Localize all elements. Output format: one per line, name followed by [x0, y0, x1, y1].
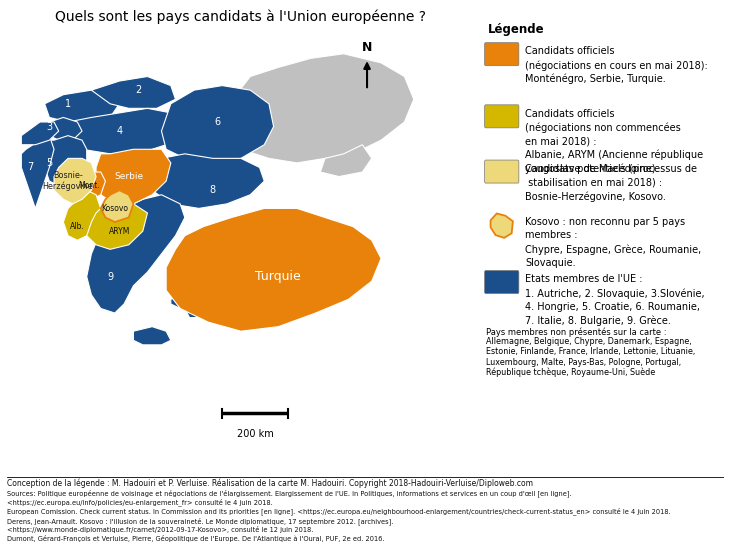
Polygon shape [161, 85, 274, 163]
Text: Etats membres de l'UE :: Etats membres de l'UE : [526, 274, 643, 284]
Text: en mai 2018) :: en mai 2018) : [526, 136, 597, 146]
Text: Mont.: Mont. [78, 181, 100, 190]
Text: 4: 4 [116, 126, 123, 136]
Text: 200 km: 200 km [237, 429, 273, 439]
Text: Derens, Jean-Arnault. Kosovo : l'illusion de la souveraineté. Le Monde diplomati: Derens, Jean-Arnault. Kosovo : l'illusio… [7, 517, 393, 524]
Text: Quels sont les pays candidats à l'Union européenne ?: Quels sont les pays candidats à l'Union … [55, 10, 426, 24]
Text: Allemagne, Belgique, Chypre, Danemark, Espagne,: Allemagne, Belgique, Chypre, Danemark, E… [485, 337, 691, 346]
Text: Légende: Légende [488, 24, 545, 36]
Polygon shape [147, 154, 264, 208]
Polygon shape [491, 214, 513, 238]
Polygon shape [91, 77, 175, 109]
Text: Candidats officiels: Candidats officiels [526, 109, 615, 118]
Polygon shape [21, 136, 54, 208]
Text: 7. Italie, 8. Bulgarie, 9. Grèce.: 7. Italie, 8. Bulgarie, 9. Grèce. [526, 316, 671, 326]
Text: 9: 9 [107, 272, 113, 282]
Text: Sources: Politique européenne de voisinage et négociations de l'élargissement. E: Sources: Politique européenne de voisina… [7, 489, 572, 496]
Text: 8: 8 [210, 185, 216, 195]
Text: membres :: membres : [526, 231, 578, 241]
Text: yougoslave de Macédoine).: yougoslave de Macédoine). [526, 164, 658, 174]
Polygon shape [87, 195, 185, 313]
Text: 1: 1 [65, 99, 71, 109]
Text: Estonie, Finlande, France, Irlande, Lettonie, Lituanie,: Estonie, Finlande, France, Irlande, Lett… [485, 347, 695, 356]
Polygon shape [227, 54, 414, 163]
Text: République tchèque, Royaume-Uni, Suède: République tchèque, Royaume-Uni, Suède [485, 368, 655, 377]
Text: 6: 6 [215, 117, 220, 127]
Text: Dumont, Gérard-François et Verluise, Pierre, Géopolitique de l'Europe. De l'Atla: Dumont, Gérard-François et Verluise, Pie… [7, 535, 385, 543]
Text: Turquie: Turquie [255, 270, 301, 283]
FancyBboxPatch shape [485, 105, 519, 128]
Text: Albanie, ARYM (Ancienne république: Albanie, ARYM (Ancienne république [526, 150, 704, 161]
Polygon shape [58, 109, 175, 154]
Text: stabilisation en mai 2018) :: stabilisation en mai 2018) : [526, 178, 662, 187]
Polygon shape [134, 327, 171, 345]
Text: <https://ec.europa.eu/info/policies/eu-enlargement_fr> consulté le 4 juin 2018.: <https://ec.europa.eu/info/policies/eu-e… [7, 498, 273, 506]
Text: Kosovo : non reconnu par 5 pays: Kosovo : non reconnu par 5 pays [526, 216, 685, 227]
Text: Pays membres non présentés sur la carte :: Pays membres non présentés sur la carte … [485, 327, 666, 336]
Text: ARYM: ARYM [109, 227, 130, 236]
Text: Kosovo: Kosovo [101, 204, 128, 213]
Text: 4. Hongrie, 5. Croatie, 6. Roumanie,: 4. Hongrie, 5. Croatie, 6. Roumanie, [526, 302, 700, 312]
Text: Bosnie-
Herzégovine: Bosnie- Herzégovine [43, 171, 93, 191]
Text: European Comission. Check current status. In Commission and its priorities [en l: European Comission. Check current status… [7, 507, 671, 515]
Text: 1. Autriche, 2. Slovaquie, 3.Slovénie,: 1. Autriche, 2. Slovaquie, 3.Slovénie, [526, 288, 705, 299]
Text: Luxembourg, Malte, Pays-Bas, Pologne, Portugal,: Luxembourg, Malte, Pays-Bas, Pologne, Po… [485, 357, 680, 367]
Text: Candidats officiels: Candidats officiels [526, 47, 615, 56]
Text: Candidats potentiels (processus de: Candidats potentiels (processus de [526, 164, 697, 174]
Polygon shape [64, 190, 101, 240]
Polygon shape [87, 199, 147, 249]
Polygon shape [96, 149, 171, 204]
Text: Slovaquie.: Slovaquie. [526, 258, 576, 268]
Polygon shape [45, 90, 120, 122]
Text: Alb.: Alb. [70, 222, 85, 231]
Text: (négociations en cours en mai 2018):: (négociations en cours en mai 2018): [526, 60, 708, 71]
Text: <https://www.monde-diplomatique.fr/carnet/2012-09-17-Kosovo>, consulté le 12 jui: <https://www.monde-diplomatique.fr/carne… [7, 526, 314, 533]
Polygon shape [54, 158, 96, 204]
Polygon shape [101, 190, 134, 222]
Polygon shape [45, 136, 87, 186]
Text: Serbie: Serbie [114, 172, 143, 181]
Text: Chypre, Espagne, Grèce, Roumanie,: Chypre, Espagne, Grèce, Roumanie, [526, 244, 702, 255]
Polygon shape [21, 122, 58, 145]
FancyBboxPatch shape [485, 271, 519, 294]
Text: 7: 7 [28, 162, 34, 173]
FancyBboxPatch shape [485, 43, 519, 66]
Polygon shape [185, 304, 208, 318]
Text: N: N [362, 41, 372, 54]
Polygon shape [171, 295, 190, 309]
Text: 3: 3 [46, 122, 53, 132]
Text: 2: 2 [135, 85, 141, 95]
Text: Bosnie-Herzégovine, Kosovo.: Bosnie-Herzégovine, Kosovo. [526, 191, 666, 202]
Text: Conception de la légende : M. Hadouiri et P. Verluise. Réalisation de la carte M: Conception de la légende : M. Hadouiri e… [7, 478, 534, 488]
Polygon shape [320, 145, 372, 176]
Polygon shape [50, 117, 82, 140]
Text: Monténégro, Serbie, Turquie.: Monténégro, Serbie, Turquie. [526, 74, 666, 84]
FancyBboxPatch shape [485, 160, 519, 183]
Polygon shape [166, 208, 381, 331]
Text: (négociations non commencées: (négociations non commencées [526, 122, 681, 133]
Text: 5: 5 [46, 158, 53, 168]
Polygon shape [77, 172, 105, 199]
